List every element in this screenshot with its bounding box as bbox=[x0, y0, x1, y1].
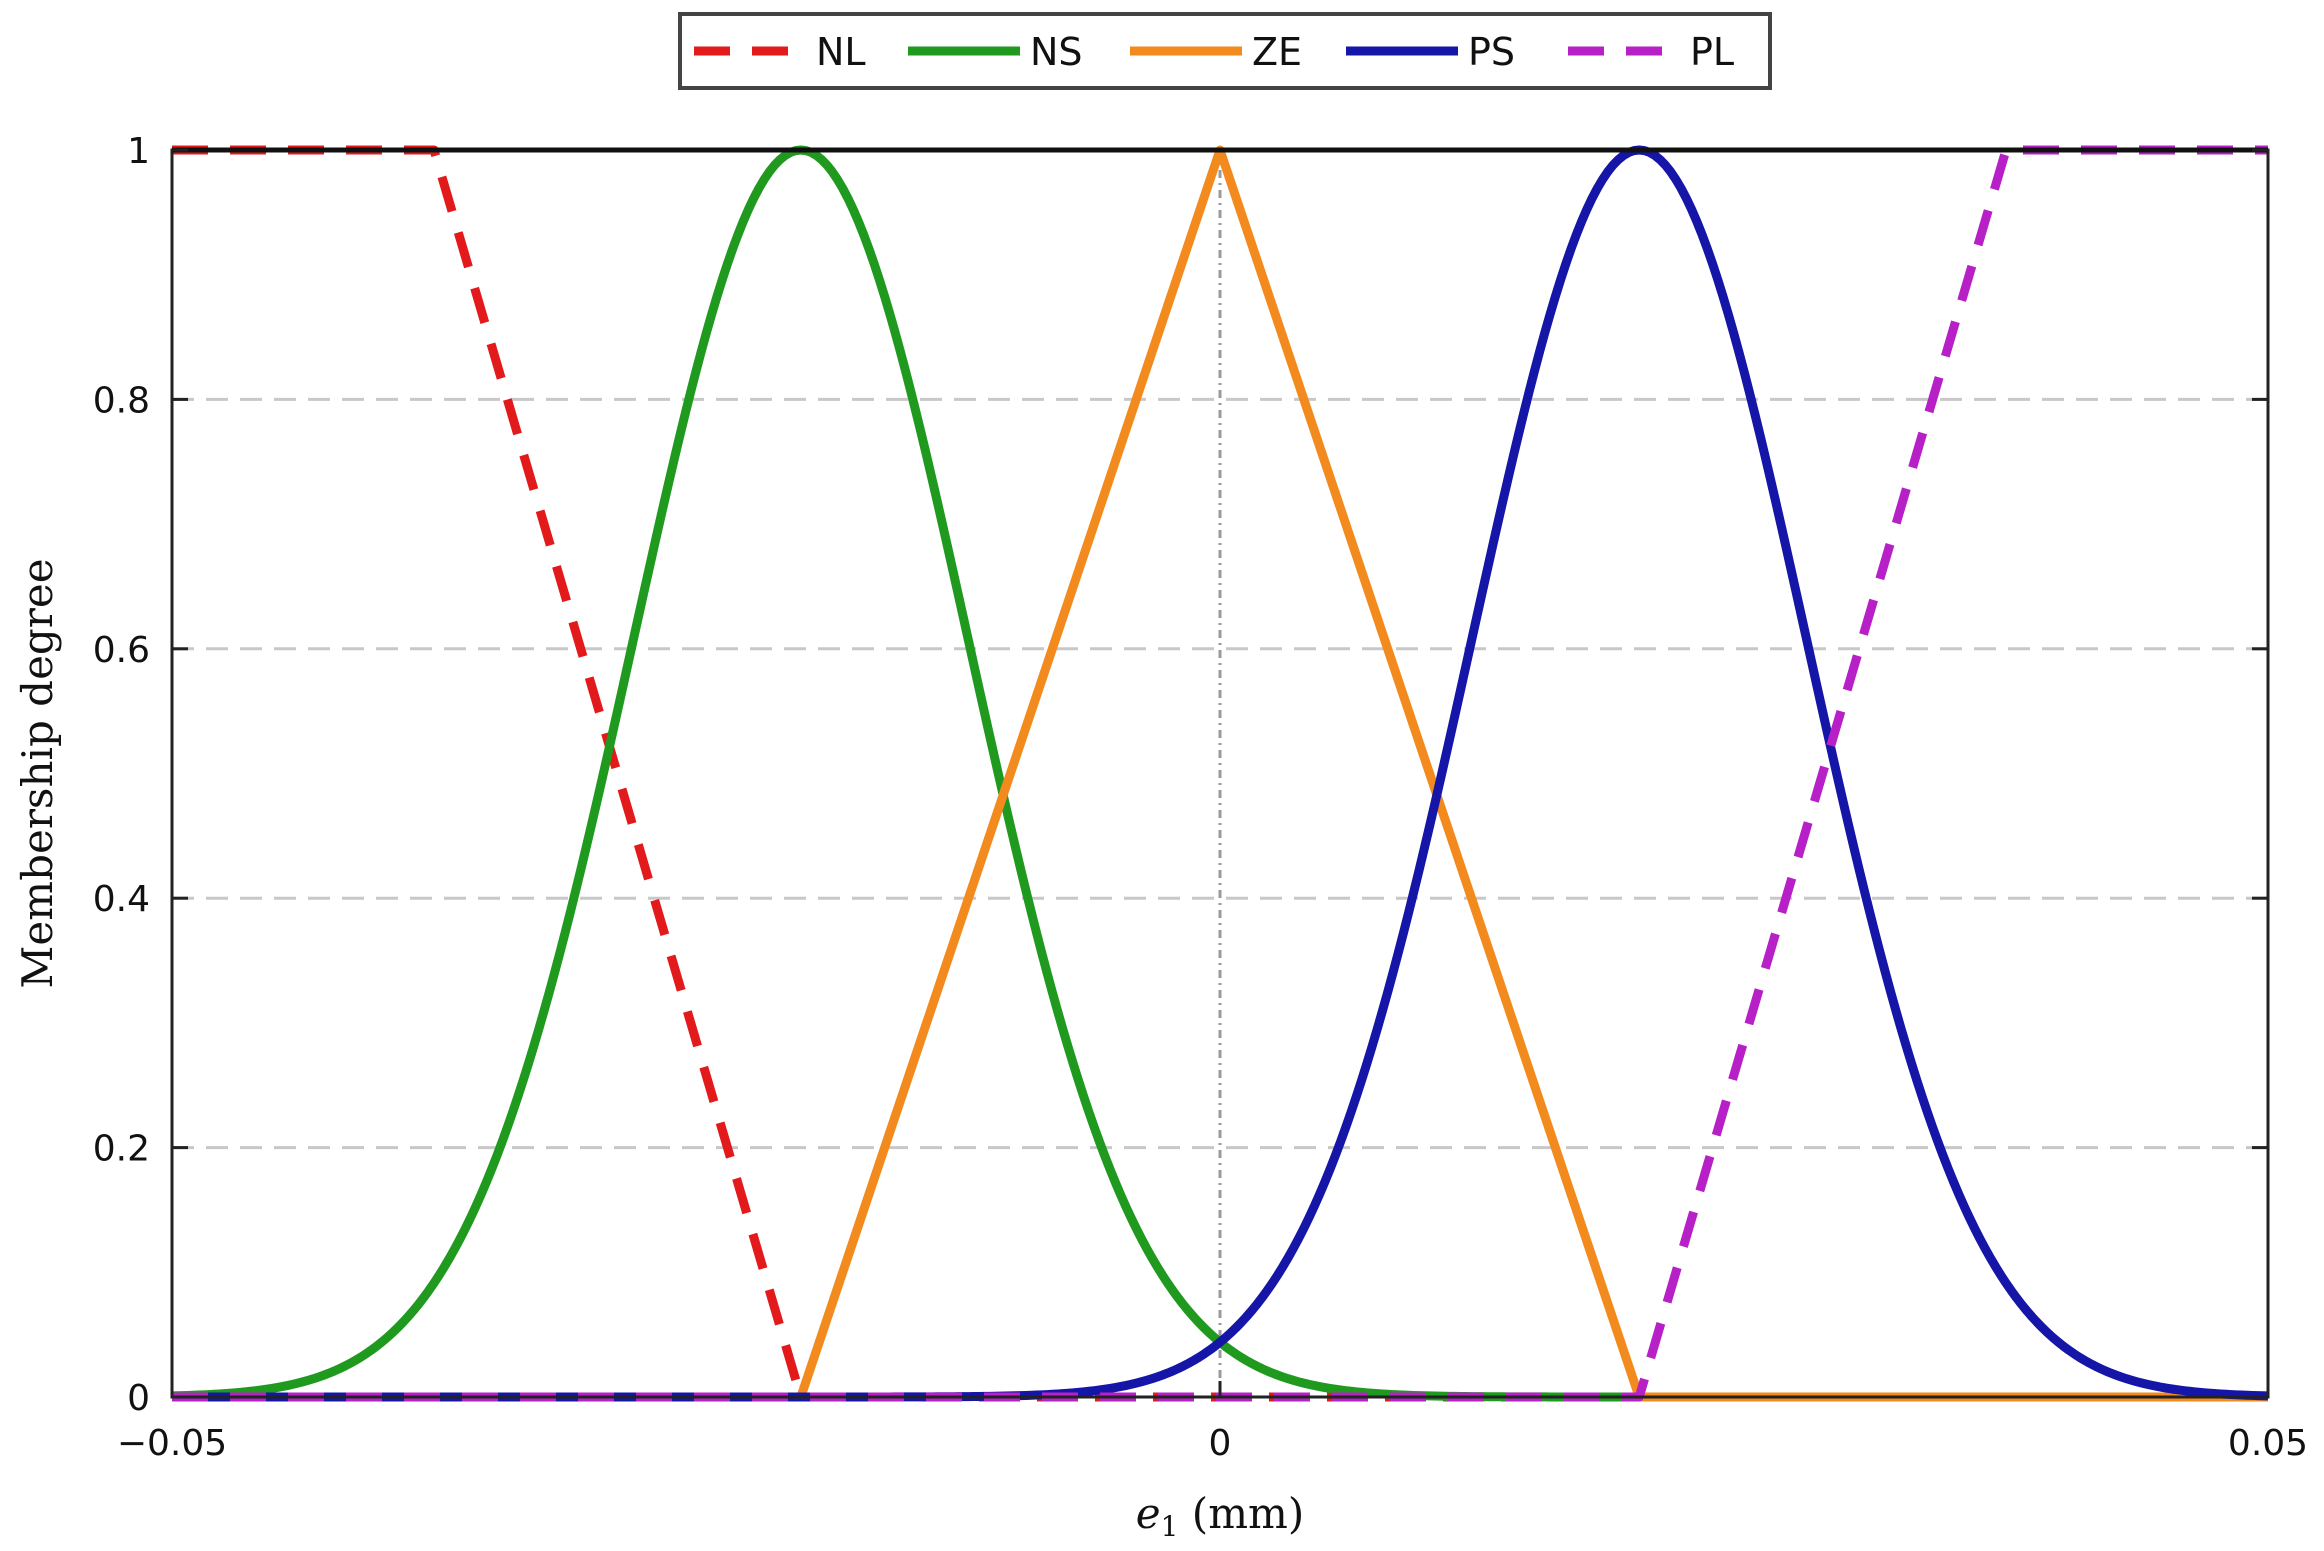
y-axis-title: Membership degree bbox=[13, 558, 62, 988]
y-tick-label-1: 0.2 bbox=[93, 1129, 150, 1170]
axis-titles: Membership degree e1 (mm) bbox=[13, 558, 1304, 1543]
x-axis-title-unit: (mm) bbox=[1178, 1489, 1304, 1538]
legend-label-ns: NS bbox=[1030, 30, 1083, 74]
legend-label-ps: PS bbox=[1468, 30, 1515, 74]
y-tick-label-4: 0.8 bbox=[93, 380, 150, 421]
x-tick-label-2: 0.05 bbox=[2228, 1423, 2308, 1464]
x-tick-label-0: −0.05 bbox=[117, 1423, 227, 1464]
y-tick-label-2: 0.4 bbox=[93, 879, 150, 920]
y-tick-label-3: 0.6 bbox=[93, 630, 150, 671]
legend-label-nl: NL bbox=[816, 30, 866, 74]
legend: NL NS ZE PS PL bbox=[678, 12, 1772, 90]
x-axis-title-sub: 1 bbox=[1161, 1510, 1179, 1543]
x-axis-title: e1 (mm) bbox=[1136, 1489, 1304, 1543]
x-axis-title-var: e bbox=[1136, 1489, 1161, 1538]
y-tick-label-0: 0 bbox=[127, 1378, 150, 1419]
tick-labels: 00.20.40.60.81−0.05 0 0.05 bbox=[93, 131, 2308, 1464]
legend-label-pl: PL bbox=[1690, 30, 1734, 74]
axes-frame bbox=[170, 147, 2270, 1399]
series-line-pl bbox=[172, 145, 2268, 1402]
x-tick-label-1: 0 bbox=[1209, 1423, 1232, 1464]
y-tick-label-5: 1 bbox=[127, 131, 150, 172]
legend-label-ze: ZE bbox=[1252, 30, 1302, 74]
